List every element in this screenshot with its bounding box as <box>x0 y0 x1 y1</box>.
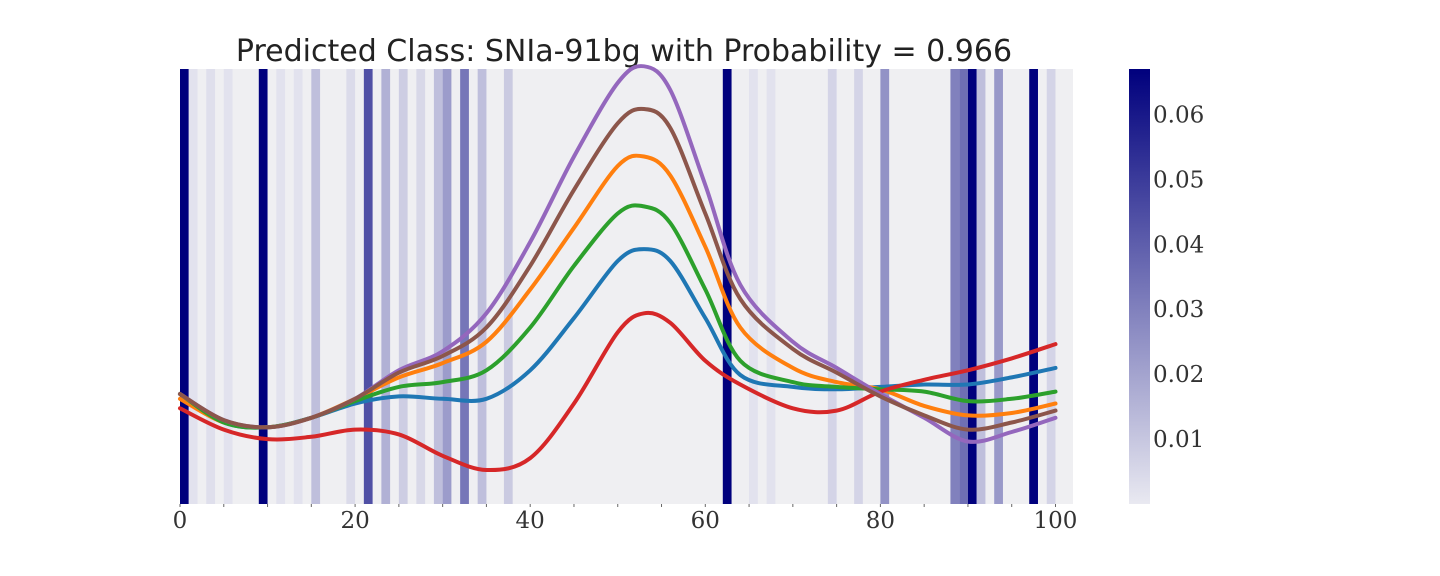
colorbar-tick-label: 0.02 <box>1153 362 1204 388</box>
attention-band <box>827 69 837 504</box>
attention-band <box>293 69 303 504</box>
attention-band <box>346 69 356 504</box>
attention-band <box>503 69 513 504</box>
attention-band <box>381 69 391 504</box>
x-tick-label: 60 <box>691 508 720 534</box>
attention-band <box>959 69 968 504</box>
attention-band <box>433 69 443 504</box>
attention-band <box>398 69 408 504</box>
series-line <box>178 106 1058 432</box>
attention-band <box>976 69 986 504</box>
attention-band <box>363 69 373 504</box>
x-tick-label: 80 <box>866 508 895 534</box>
attention-band <box>477 69 487 504</box>
chart-title: Predicted Class: SNIa-91bg with Probabil… <box>236 34 1012 69</box>
attention-band <box>180 69 189 504</box>
colorbar-tick-label: 0.01 <box>1153 427 1204 453</box>
attention-band <box>276 69 286 504</box>
x-tick-label: 0 <box>173 508 188 534</box>
attention-band <box>880 69 890 504</box>
series-lines <box>178 64 1058 473</box>
attention-band <box>311 69 321 504</box>
attention-band <box>223 69 233 504</box>
attention-band <box>206 69 216 504</box>
attention-band <box>994 69 1003 504</box>
x-axis: 0 20 40 60 80 100 <box>173 504 1078 534</box>
attention-band <box>1029 69 1038 504</box>
attention-band <box>854 69 863 504</box>
colorbar-tick-label: 0.05 <box>1153 167 1204 193</box>
attention-band <box>722 69 732 504</box>
attention-band <box>967 69 977 504</box>
colorbar-tick-label: 0.04 <box>1153 232 1204 258</box>
attention-band <box>950 69 960 504</box>
attention-band <box>460 69 469 504</box>
colorbar: 0.01 0.02 0.03 0.04 0.05 0.06 <box>1129 69 1204 504</box>
attention-band <box>416 69 426 504</box>
colorbar-gradient <box>1129 69 1150 504</box>
attention-bands <box>180 69 1056 504</box>
x-tick-label: 100 <box>1034 508 1078 534</box>
x-tick-label: 40 <box>516 508 545 534</box>
attention-band <box>442 69 452 504</box>
x-tick-label: 20 <box>340 508 369 534</box>
colorbar-tick-label: 0.06 <box>1153 102 1204 128</box>
attention-band <box>766 69 776 504</box>
attention-band <box>188 69 198 504</box>
attention-band <box>258 69 268 504</box>
attention-band <box>1046 69 1056 504</box>
plot-background <box>180 69 1073 504</box>
attention-band <box>749 69 758 504</box>
colorbar-tick-label: 0.03 <box>1153 297 1204 323</box>
series-line <box>178 310 1058 473</box>
